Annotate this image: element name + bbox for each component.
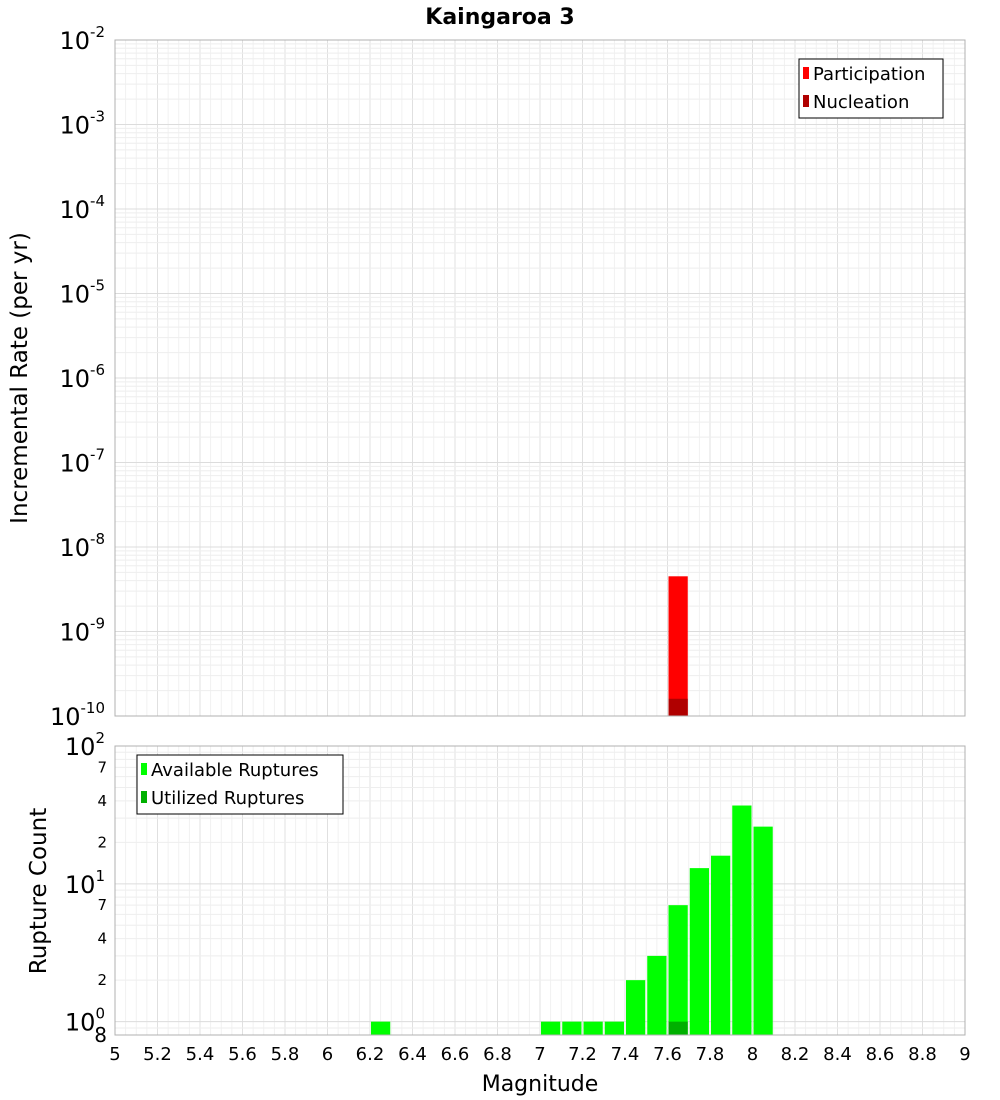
legend-label: Nucleation: [813, 92, 909, 113]
legend-label: Available Ruptures: [151, 760, 319, 781]
y-minor-tick-label: 4: [97, 792, 107, 810]
y-tick-label: 10-10: [50, 699, 105, 731]
legend-swatch: [141, 763, 147, 775]
y-tick-label: 10-6: [59, 361, 105, 393]
bar-available-ruptures: [732, 805, 752, 1035]
bottom-y-axis-label: Rupture Count: [26, 808, 52, 974]
x-tick-label: 5.8: [271, 1044, 300, 1065]
y-minor-tick-label: 2: [97, 971, 107, 989]
chart-title: Kaingaroa 3: [425, 5, 574, 30]
bar-available-ruptures: [689, 868, 709, 1035]
x-axis-label: Magnitude: [482, 1072, 599, 1097]
y-tick-label: 10-2: [59, 23, 105, 55]
x-tick-label: 7.4: [611, 1044, 640, 1065]
legend-label: Participation: [813, 64, 925, 85]
x-tick-label: 5: [109, 1044, 120, 1065]
x-tick-label: 9: [959, 1044, 970, 1065]
legend-label: Utilized Ruptures: [151, 788, 304, 809]
x-tick-label: 8.4: [823, 1044, 852, 1065]
bar-utilized-ruptures: [668, 1021, 688, 1035]
top-legend: Participation Nucleation: [798, 58, 944, 119]
bar-available-ruptures: [668, 905, 688, 1035]
y-tick-label: 102: [65, 729, 105, 761]
x-tick-label: 7.6: [653, 1044, 682, 1065]
y-tick-label: 100: [65, 1005, 105, 1037]
x-tick-label: 5.4: [186, 1044, 215, 1065]
x-tick-label: 7.8: [696, 1044, 725, 1065]
bar-available-ruptures: [583, 1021, 603, 1035]
x-tick-label: 6.8: [483, 1044, 512, 1065]
y-minor-tick-label: 7: [97, 896, 107, 914]
bar-available-ruptures: [562, 1021, 582, 1035]
y-minor-tick-label: 2: [97, 833, 107, 851]
y-tick-label: 10-9: [59, 615, 105, 647]
bar-available-ruptures: [647, 955, 667, 1035]
y-tick-label: 101: [65, 867, 105, 899]
top-bars: [668, 576, 688, 716]
top-y-tick-labels: 10-10 10-9 10-8 10-7 10-6 10-5 10-4 10-3 10-2: [50, 23, 105, 731]
x-tick-label: 6: [322, 1044, 333, 1065]
legend-swatch: [803, 67, 809, 79]
top-y-axis-label: Incremental Rate (per yr): [7, 232, 33, 524]
y-tick-label: 10-8: [59, 530, 105, 562]
bar-available-ruptures: [371, 1021, 391, 1035]
y-minor-tick-label: 4: [97, 930, 107, 948]
y-tick-label: 10-5: [59, 277, 105, 309]
x-tick-label: 5.2: [143, 1044, 172, 1065]
x-tick-label: 6.2: [356, 1044, 385, 1065]
x-tick-label: 6.6: [441, 1044, 470, 1065]
y-tick-label: 10-3: [59, 108, 105, 140]
bar-nucleation: [668, 698, 688, 716]
x-tick-label: 7: [534, 1044, 545, 1065]
bar-participation: [668, 576, 688, 716]
top-plot-frame: [114, 39, 966, 717]
bottom-legend: Available Ruptures Utilized Ruptures: [136, 754, 344, 815]
bottom-plot-frame: [114, 745, 966, 1036]
legend-box: [798, 58, 944, 119]
y-minor-tick-label: 8: [94, 1023, 107, 1047]
x-tick-label: 8: [747, 1044, 758, 1065]
bar-available-ruptures: [753, 826, 773, 1035]
legend-swatch: [141, 791, 147, 803]
bar-available-ruptures: [604, 1021, 624, 1035]
x-tick-label: 8.8: [908, 1044, 937, 1065]
y-tick-label: 10-7: [59, 446, 105, 478]
bar-available-ruptures: [541, 1021, 561, 1035]
bar-available-ruptures: [711, 855, 731, 1035]
top-grid: [114, 39, 966, 717]
bottom-y-tick-labels: 100 101 102 8 2 4 7 2 4 7: [65, 729, 107, 1047]
bottom-bars: [371, 805, 773, 1035]
x-tick-label: 8.2: [781, 1044, 810, 1065]
x-tick-label: 6.4: [398, 1044, 427, 1065]
x-tick-label: 8.6: [866, 1044, 895, 1065]
x-tick-labels: 5 5.2 5.4 5.6 5.8 6 6.2 6.4 6.6 6.8 7 7.2 7.4 7.6 7.8 8…: [109, 1044, 970, 1065]
y-minor-tick-label: 7: [97, 758, 107, 776]
x-tick-label: 5.6: [228, 1044, 257, 1065]
legend-box: [136, 754, 344, 815]
x-tick-label: 7.2: [568, 1044, 597, 1065]
bar-available-ruptures: [626, 980, 646, 1035]
y-tick-label: 10-4: [59, 192, 105, 224]
legend-swatch: [803, 95, 809, 107]
